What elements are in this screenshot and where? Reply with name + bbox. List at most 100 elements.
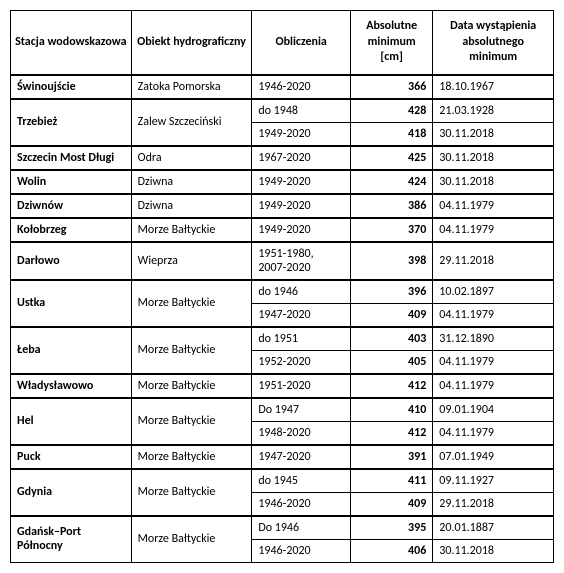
cell-calc: Do 1946 [252, 516, 351, 540]
cell-station: Trzebież [11, 99, 132, 146]
cell-station: Władysławowo [11, 374, 132, 398]
cell-object: Zalew Szczeciński [131, 99, 252, 146]
cell-date: 04.11.1979 [433, 350, 554, 374]
cell-date: 20.01.1887 [433, 516, 554, 540]
cell-object: Morze Bałtyckie [131, 516, 252, 563]
table-row: HelMorze BałtyckieDo 194741009.01.1904 [11, 398, 554, 422]
cell-station: Kołobrzeg [11, 218, 132, 242]
cell-object: Morze Bałtyckie [131, 218, 252, 242]
cell-min: 395 [351, 516, 433, 540]
cell-object: Morze Bałtyckie [131, 374, 252, 398]
table-row: DziwnówDziwna1949-202038604.11.1979 [11, 194, 554, 218]
cell-station: Gdynia [11, 469, 132, 516]
cell-object: Morze Bałtyckie [131, 327, 252, 374]
cell-calc: Do 1947 [252, 398, 351, 422]
cell-object: Zatoka Pomorska [131, 75, 252, 99]
cell-calc: 1952-2020 [252, 350, 351, 374]
cell-calc: 1946-2020 [252, 492, 351, 516]
cell-date: 30.11.2018 [433, 122, 554, 146]
cell-calc: 1949-2020 [252, 170, 351, 194]
cell-min: 410 [351, 398, 433, 422]
header-min: Absolutne minimum [cm] [351, 11, 433, 75]
cell-station: Świnoujście [11, 75, 132, 99]
table-row: KołobrzegMorze Bałtyckie1949-202037004.1… [11, 218, 554, 242]
cell-object: Odra [131, 146, 252, 170]
cell-date: 31.12.1890 [433, 327, 554, 351]
cell-min: 386 [351, 194, 433, 218]
cell-calc: do 1946 [252, 280, 351, 304]
cell-calc: do 1948 [252, 99, 351, 123]
cell-calc: 1948-2020 [252, 421, 351, 445]
cell-station: Szczecin Most Długi [11, 146, 132, 170]
cell-min: 403 [351, 327, 433, 351]
table-row: WładysławowoMorze Bałtyckie1951-20204120… [11, 374, 554, 398]
cell-min: 409 [351, 303, 433, 327]
cell-min: 396 [351, 280, 433, 304]
cell-date: 04.11.1979 [433, 421, 554, 445]
table-row: TrzebieżZalew Szczecińskido 194842821.03… [11, 99, 554, 123]
cell-date: 04.11.1979 [433, 374, 554, 398]
header-date: Data wystąpienia absolutnego minimum [433, 11, 554, 75]
cell-date: 07.01.1949 [433, 445, 554, 469]
table-body: ŚwinoujścieZatoka Pomorska1946-202036618… [11, 75, 554, 563]
table-row: ŁebaMorze Bałtyckiedo 195140331.12.1890 [11, 327, 554, 351]
cell-station: Gdańsk–Port Północny [11, 516, 132, 563]
cell-min: 391 [351, 445, 433, 469]
cell-date: 04.11.1979 [433, 303, 554, 327]
cell-min: 425 [351, 146, 433, 170]
cell-object: Wieprza [131, 242, 252, 280]
cell-min: 411 [351, 469, 433, 493]
header-station: Stacja wodowskazowa [11, 11, 132, 75]
table-row: PuckMorze Bałtyckie1947-202039107.01.194… [11, 445, 554, 469]
cell-min: 409 [351, 492, 433, 516]
cell-station: Łeba [11, 327, 132, 374]
cell-calc: 1947-2020 [252, 303, 351, 327]
cell-station: Darłowo [11, 242, 132, 280]
table-row: GdyniaMorze Bałtyckiedo 194541109.11.192… [11, 469, 554, 493]
cell-station: Puck [11, 445, 132, 469]
cell-object: Dziwna [131, 170, 252, 194]
table-row: Gdańsk–Port PółnocnyMorze BałtyckieDo 19… [11, 516, 554, 540]
cell-calc: 1949-2020 [252, 218, 351, 242]
cell-calc: 1946-2020 [252, 75, 351, 99]
cell-date: 18.10.1967 [433, 75, 554, 99]
cell-min: 418 [351, 122, 433, 146]
cell-min: 366 [351, 75, 433, 99]
cell-date: 29.11.2018 [433, 242, 554, 280]
table-row: Szczecin Most DługiOdra1967-202042530.11… [11, 146, 554, 170]
cell-station: Ustka [11, 280, 132, 327]
data-table: Stacja wodowskazowa Obiekt hydrograficzn… [10, 10, 554, 563]
cell-date: 29.11.2018 [433, 492, 554, 516]
table-row: WolinDziwna1949-202042430.11.2018 [11, 170, 554, 194]
table-row: ŚwinoujścieZatoka Pomorska1946-202036618… [11, 75, 554, 99]
cell-object: Morze Bałtyckie [131, 280, 252, 327]
cell-date: 21.03.1928 [433, 99, 554, 123]
cell-calc: 1949-2020 [252, 194, 351, 218]
cell-calc: 1951-1980, 2007-2020 [252, 242, 351, 280]
cell-date: 04.11.1979 [433, 218, 554, 242]
cell-min: 424 [351, 170, 433, 194]
table-row: UstkaMorze Bałtyckiedo 194639610.02.1897 [11, 280, 554, 304]
header-object: Obiekt hydrograficzny [131, 11, 252, 75]
cell-station: Dziwnów [11, 194, 132, 218]
cell-object: Morze Bałtyckie [131, 398, 252, 445]
table-row: DarłowoWieprza1951-1980, 2007-202039829.… [11, 242, 554, 280]
cell-calc: 1951-2020 [252, 374, 351, 398]
cell-date: 09.01.1904 [433, 398, 554, 422]
cell-station: Wolin [11, 170, 132, 194]
cell-min: 398 [351, 242, 433, 280]
cell-min: 428 [351, 99, 433, 123]
cell-station: Hel [11, 398, 132, 445]
cell-date: 30.11.2018 [433, 146, 554, 170]
cell-object: Dziwna [131, 194, 252, 218]
cell-calc: do 1951 [252, 327, 351, 351]
cell-calc: 1967-2020 [252, 146, 351, 170]
cell-object: Morze Bałtyckie [131, 445, 252, 469]
cell-min: 405 [351, 350, 433, 374]
cell-date: 30.11.2018 [433, 170, 554, 194]
cell-date: 10.02.1897 [433, 280, 554, 304]
cell-date: 09.11.1927 [433, 469, 554, 493]
header-row: Stacja wodowskazowa Obiekt hydrograficzn… [11, 11, 554, 75]
cell-calc: do 1945 [252, 469, 351, 493]
cell-date: 04.11.1979 [433, 194, 554, 218]
